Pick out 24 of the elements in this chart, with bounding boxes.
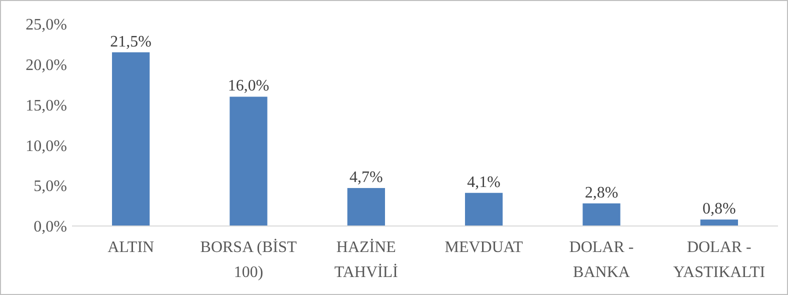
y-tick-label: 20,0% (26, 57, 67, 74)
data-label: 0,8% (702, 200, 736, 218)
x-tick-label: HAZİNE TAHVİLİ (334, 238, 398, 281)
x-tick-label: ALTIN (108, 239, 155, 256)
y-tick-label: 0,0% (34, 218, 67, 236)
data-label: 16,0% (228, 78, 270, 95)
x-tick-label: DOLAR - YASTIKALTI (673, 239, 766, 281)
bar (230, 96, 268, 226)
bar (112, 52, 150, 226)
bar (465, 192, 503, 226)
bar (582, 203, 620, 226)
y-tick-label: 15,0% (26, 97, 67, 114)
bar (700, 220, 738, 226)
data-label: 4,7% (350, 169, 383, 186)
data-label: 4,1% (467, 174, 500, 191)
bar (347, 188, 385, 226)
x-tick-label: DOLAR - BANKA (569, 239, 634, 281)
y-tick-label: 10,0% (26, 138, 67, 155)
data-label: 21,5% (110, 33, 152, 50)
y-tick-label: 5,0% (34, 178, 67, 196)
data-label: 2,8% (584, 184, 618, 202)
x-tick-label: BORSA (BİST 100) (200, 238, 297, 281)
x-tick-label: MEVDUAT (444, 239, 524, 256)
y-tick-label: 25,0% (26, 16, 67, 34)
